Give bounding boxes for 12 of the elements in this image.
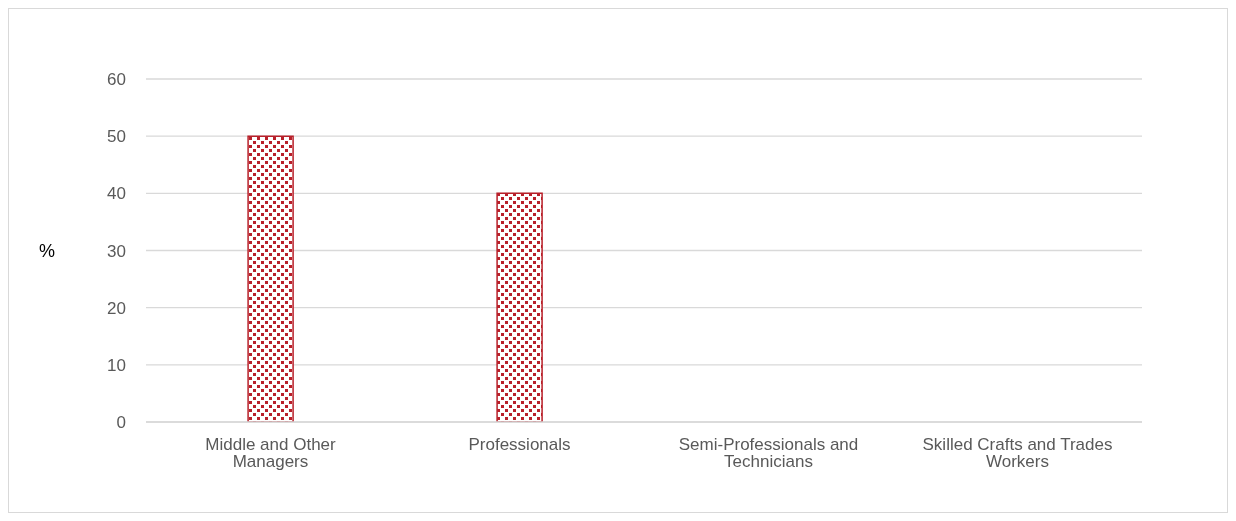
y-tick-label: 10 [107,355,126,375]
x-tick-label: Semi-Professionals and Technicians [678,435,859,472]
y-tick-label: 40 [107,184,126,204]
x-tick-label: Skilled Crafts and Trades Workers [922,435,1113,472]
y-tick-label: 30 [107,241,126,261]
y-axis-title: % [39,240,56,261]
y-tick-label: 0 [116,413,126,433]
x-tick-label: Middle and Other Managers [205,435,337,472]
y-tick-label: 20 [107,298,126,318]
y-tick-label: 50 [107,127,126,147]
x-tick-label: Professionals [468,435,571,455]
y-tick-label: 60 [107,70,126,90]
